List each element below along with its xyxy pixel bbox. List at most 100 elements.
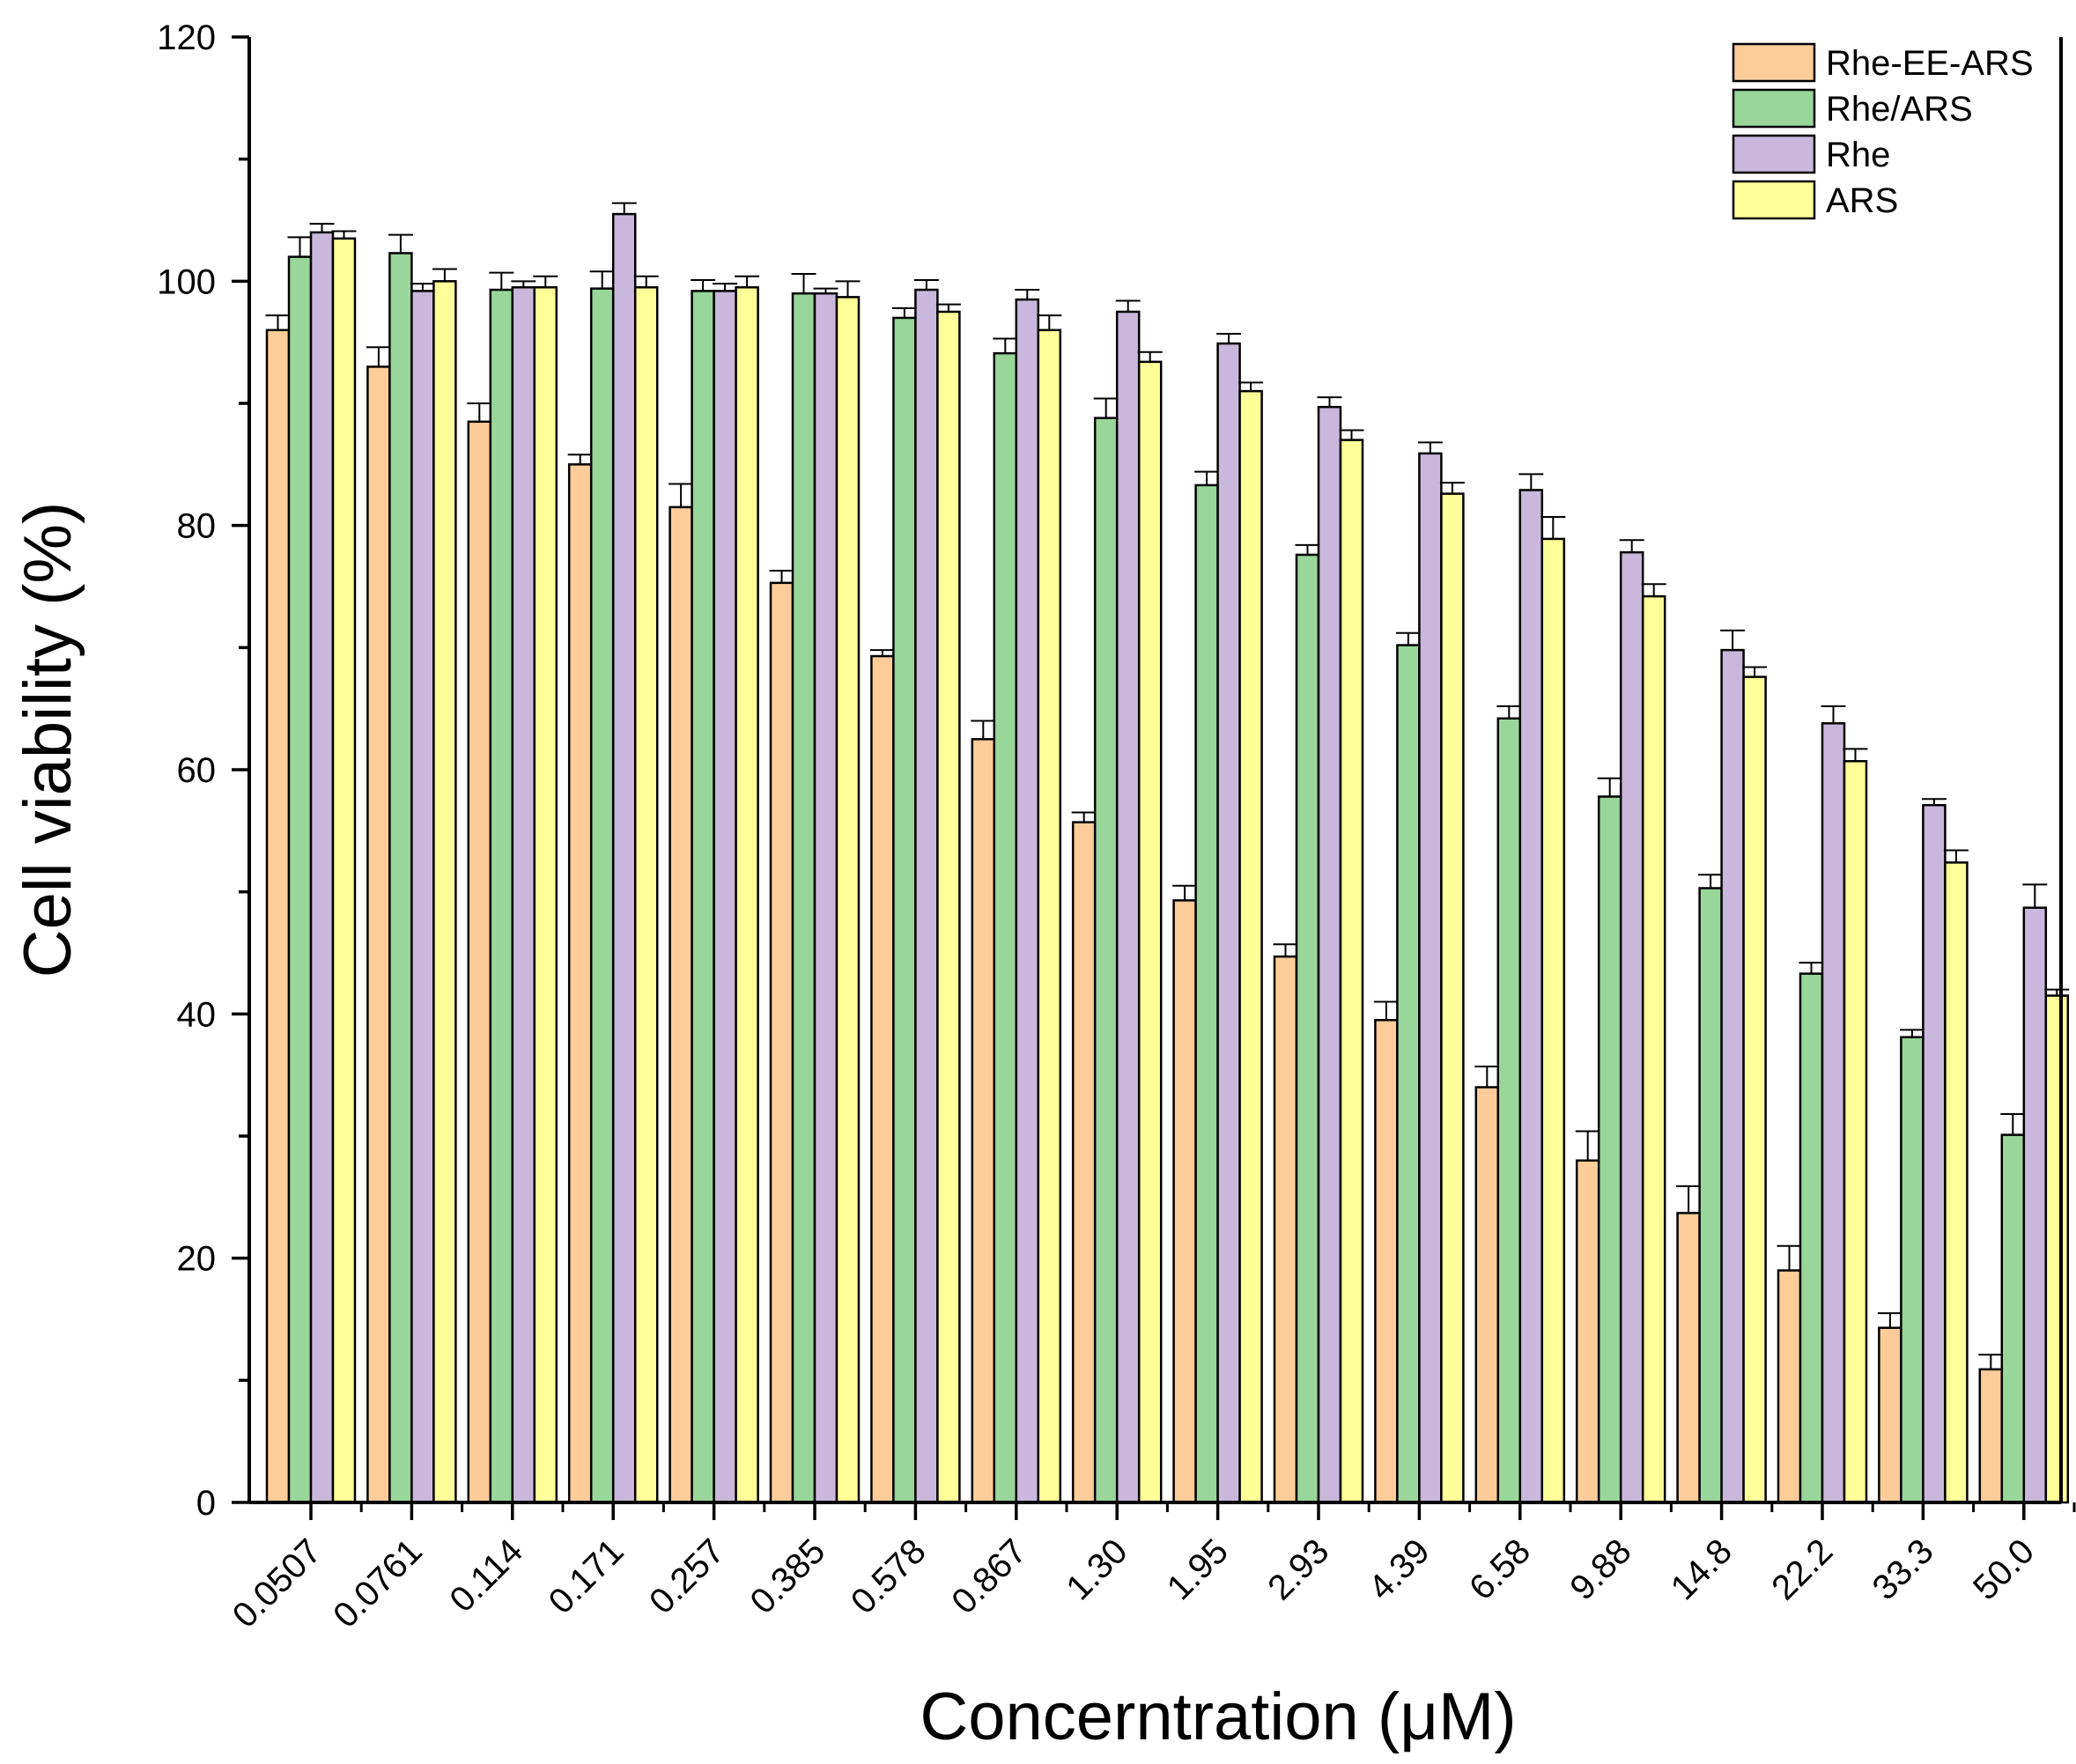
bar [769, 581, 794, 1504]
legend-swatch [1732, 180, 1816, 220]
bar [1015, 298, 1040, 1504]
y-tick-label: 40 [177, 995, 217, 1034]
y-axis-title: Cell viability (%) [11, 502, 85, 978]
legend-label: Rhe-EE-ARS [1826, 44, 2034, 83]
bar [489, 288, 514, 1504]
bar [1194, 483, 1219, 1504]
bar [1317, 405, 1342, 1504]
bar [1418, 452, 1443, 1504]
bar [1540, 537, 1566, 1504]
bar [1698, 887, 1723, 1504]
legend-swatch [1732, 134, 1816, 174]
bar [1037, 328, 1062, 1504]
x-tick-label: 0.171 [542, 1532, 632, 1621]
legend-swatch [1732, 42, 1816, 83]
legend-label: ARS [1826, 181, 1898, 220]
bar [287, 255, 313, 1504]
bar [633, 286, 659, 1504]
bar [1115, 310, 1141, 1504]
bar [1339, 439, 1364, 1504]
bar [669, 506, 693, 1504]
y-tick-label: 100 [157, 262, 216, 301]
bar [713, 290, 737, 1504]
x-tick-label: 6.58 [1462, 1532, 1538, 1607]
y-tick-label: 120 [157, 18, 216, 57]
bar [2022, 906, 2048, 1504]
bar [511, 286, 536, 1504]
bar [1440, 492, 1465, 1504]
y-tick-label: 80 [177, 507, 217, 546]
bar [1273, 955, 1298, 1504]
x-tick-label: 50.0 [1966, 1532, 2042, 1607]
x-tick-label: 0.578 [844, 1532, 934, 1621]
x-tick-label: 33.3 [1865, 1532, 1941, 1607]
bar [1238, 389, 1263, 1504]
x-tick-label: 0.257 [642, 1532, 732, 1621]
bar [309, 231, 335, 1504]
bar [1295, 553, 1320, 1504]
bar [533, 286, 558, 1504]
y-tick-label: 20 [177, 1240, 217, 1279]
bar [1396, 644, 1421, 1504]
bar [567, 463, 593, 1504]
x-tick-label: 0.385 [742, 1532, 832, 1621]
bars-layer [265, 202, 2070, 1504]
x-tick-label: 2.93 [1260, 1532, 1336, 1607]
bar [993, 351, 1018, 1504]
bar [1978, 1368, 2004, 1504]
bar [388, 252, 413, 1504]
bar [467, 420, 492, 1504]
legend: Rhe-EE-ARS Rhe/ARS Rhe ARS [1732, 42, 2034, 220]
bar [870, 654, 895, 1504]
bar [1496, 717, 1522, 1504]
bar [1216, 342, 1241, 1504]
bar [971, 738, 996, 1504]
bar [791, 292, 816, 1504]
bar [1742, 675, 1767, 1504]
bar [735, 286, 759, 1504]
bar [1172, 899, 1197, 1504]
bar [1374, 1019, 1399, 1504]
bar [1720, 648, 1745, 1504]
bar [1676, 1212, 1701, 1504]
legend-label: Rhe [1826, 136, 1890, 174]
bar [691, 290, 715, 1504]
bar [589, 287, 615, 1504]
bar [1843, 760, 1868, 1504]
x-tick-label: 0.0761 [326, 1532, 430, 1635]
bar [1878, 1326, 1902, 1504]
bar [1922, 803, 1947, 1504]
bar [331, 237, 357, 1504]
legend-swatch [1732, 88, 1816, 129]
x-tick-label: 9.88 [1563, 1532, 1638, 1607]
bar [1575, 1159, 1600, 1504]
bar [1597, 795, 1622, 1504]
bar [1777, 1269, 1802, 1504]
y-tick-label: 60 [177, 751, 217, 790]
y-tick-label: 0 [196, 1484, 216, 1523]
x-tick-label: 0.867 [944, 1532, 1034, 1621]
x-tick-label: 4.39 [1362, 1532, 1437, 1607]
bar [432, 280, 457, 1504]
bar [611, 212, 637, 1504]
x-tick-label: 14.8 [1664, 1532, 1740, 1607]
bar [410, 290, 435, 1504]
bar [1641, 594, 1666, 1504]
bar [914, 288, 939, 1504]
bar [366, 365, 391, 1504]
bar [1093, 417, 1119, 1504]
bar [835, 296, 861, 1504]
bar [936, 310, 961, 1504]
bar [265, 328, 291, 1504]
bar [813, 292, 839, 1504]
bar [1137, 360, 1163, 1504]
bar [1900, 1036, 1925, 1504]
bar [1944, 861, 1969, 1504]
bar [1619, 550, 1644, 1504]
x-tick-label: 1.95 [1160, 1532, 1236, 1607]
bar [2044, 994, 2070, 1504]
bar [1071, 821, 1097, 1504]
x-tick-label: 1.30 [1059, 1532, 1134, 1607]
x-tick-label: 22.2 [1764, 1532, 1840, 1607]
